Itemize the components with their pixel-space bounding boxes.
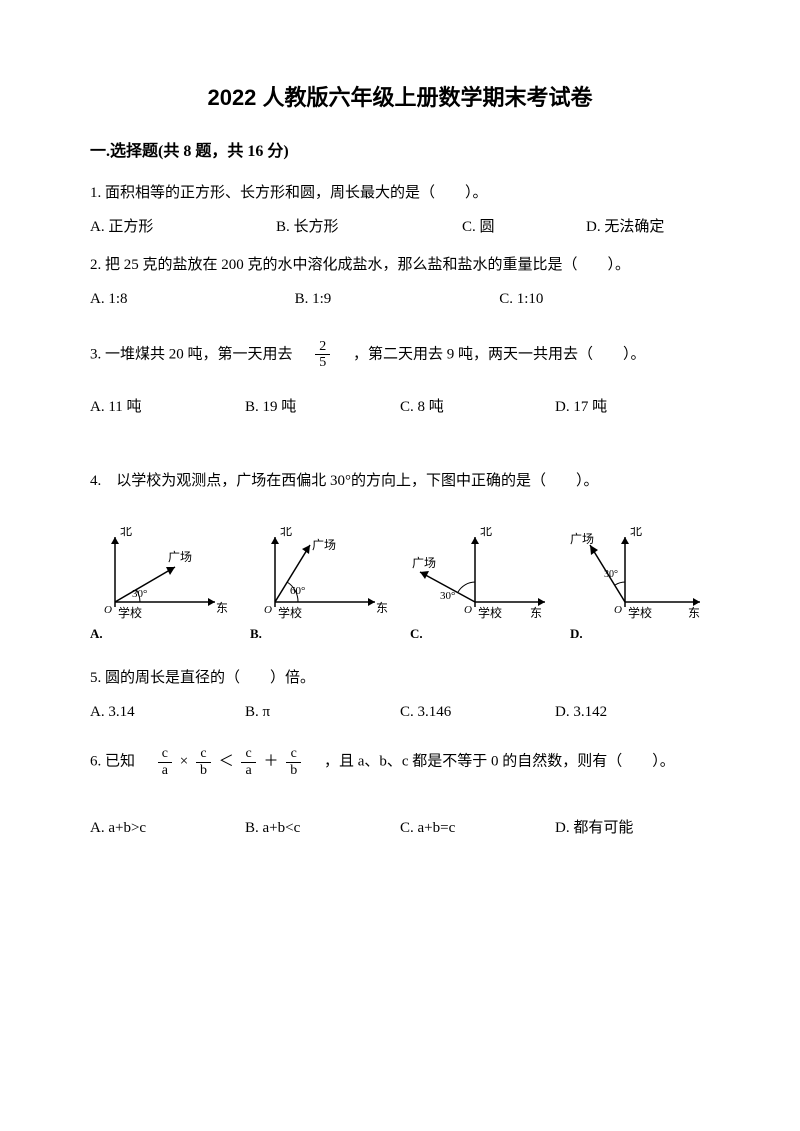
east-label: 东	[216, 601, 228, 615]
east-label: 东	[530, 606, 542, 620]
o-label: O	[104, 604, 112, 616]
q6-opt-a: A. a+b>c	[90, 816, 245, 840]
f-den: a	[158, 763, 172, 778]
q4-diagram-d: 北 学校 O 广场 30° 东 D.	[570, 527, 710, 645]
f-num: c	[286, 746, 301, 762]
q4-label-d: D.	[570, 624, 710, 645]
question-6: 6. 已知 c a × c b ＜ c a ＋ c b ，且 a、b、c 都是不…	[90, 746, 710, 840]
question-4: 4. 以学校为观测点，广场在西偏北 30°的方向上，下图中正确的是（ ）。 北 …	[90, 469, 710, 645]
question-2: 2. 把 25 克的盐放在 200 克的水中溶化成盐水，那么盐和盐水的重量比是（…	[90, 253, 710, 311]
north-label: 北	[480, 527, 492, 538]
f-num: c	[196, 746, 211, 762]
east-label: 东	[376, 601, 388, 615]
q3-frac-num: 2	[315, 339, 330, 355]
angle-label: 30°	[440, 590, 455, 602]
north-label: 北	[630, 527, 642, 538]
angle-label: 30°	[132, 588, 147, 600]
q6-opt-d: D. 都有可能	[555, 816, 710, 840]
q3-fraction: 2 5	[315, 339, 330, 371]
question-5: 5. 圆的周长是直径的（ ）倍。 A. 3.14 B. π C. 3.146 D…	[90, 666, 710, 724]
o-label: O	[464, 604, 472, 616]
o-label: O	[614, 604, 622, 616]
q4-diagram-b: 北 东 O 学校 广场 60° B.	[250, 527, 390, 645]
f-den: b	[196, 763, 211, 778]
q6-frac4: c b	[286, 746, 301, 778]
q4-diagram-a: 北 东 O 学校 广场 30° A.	[90, 527, 230, 645]
q6-frac1: c a	[158, 746, 172, 778]
q6-frac3: c a	[241, 746, 255, 778]
q5-text: 5. 圆的周长是直径的（ ）倍。	[90, 666, 710, 690]
q2-options: A. 1:8 B. 1:9 C. 1:10	[90, 287, 710, 311]
square-label: 广场	[570, 532, 594, 546]
square-label: 广场	[312, 538, 336, 552]
plus-sign: ＋	[263, 754, 278, 770]
f-num: c	[158, 746, 172, 762]
q3-opt-c: C. 8 吨	[400, 395, 555, 419]
q4-label-b: B.	[250, 624, 390, 645]
section-header: 一.选择题(共 8 题，共 16 分)	[90, 139, 710, 165]
q1-options: A. 正方形 B. 长方形 C. 圆 D. 无法确定	[90, 215, 710, 239]
q4-text: 4. 以学校为观测点，广场在西偏北 30°的方向上，下图中正确的是（ ）。	[90, 469, 710, 493]
angle-label: 60°	[290, 585, 305, 597]
q2-opt-a: A. 1:8	[90, 287, 295, 311]
q6-mid: ，且 a、b、c 都是不等于 0 的自然数，则有（ ）。	[309, 754, 675, 770]
q1-opt-c: C. 圆	[462, 215, 586, 239]
q6-options: A. a+b>c B. a+b<c C. a+b=c D. 都有可能	[90, 816, 710, 840]
q3-pre: 3. 一堆煤共 20 吨，第一天用去	[90, 346, 308, 362]
lt-sign: ＜	[219, 754, 234, 770]
f-den: b	[286, 763, 301, 778]
q3-opt-d: D. 17 吨	[555, 395, 710, 419]
north-label: 北	[120, 527, 132, 538]
q6-opt-b: B. a+b<c	[245, 816, 400, 840]
f-den: a	[241, 763, 255, 778]
q1-opt-a: A. 正方形	[90, 215, 276, 239]
q1-text: 1. 面积相等的正方形、长方形和圆，周长最大的是（ ）。	[90, 181, 710, 205]
q3-frac-den: 5	[315, 355, 330, 370]
times-sign: ×	[180, 754, 188, 770]
q1-opt-d: D. 无法确定	[586, 215, 710, 239]
q5-options: A. 3.14 B. π C. 3.146 D. 3.142	[90, 700, 710, 724]
east-label: 东	[688, 606, 700, 620]
q6-opt-c: C. a+b=c	[400, 816, 555, 840]
angle-label: 30°	[604, 569, 618, 580]
q4-label-a: A.	[90, 624, 230, 645]
north-label: 北	[280, 527, 292, 538]
q5-opt-c: C. 3.146	[400, 700, 555, 724]
q2-opt-b: B. 1:9	[295, 287, 500, 311]
exam-title: 2022 人教版六年级上册数学期末考试卷	[90, 80, 710, 115]
square-label: 广场	[412, 556, 436, 570]
f-num: c	[241, 746, 255, 762]
q3-post: ，第二天用去 9 吨，两天一共用去（ ）。	[338, 346, 646, 362]
q2-opt-c: C. 1:10	[499, 287, 704, 311]
q3-options: A. 11 吨 B. 19 吨 C. 8 吨 D. 17 吨	[90, 395, 710, 419]
q5-opt-a: A. 3.14	[90, 700, 245, 724]
q4-diagrams: 北 东 O 学校 广场 30° A. 北 东 O 学校	[90, 527, 710, 645]
q3-text: 3. 一堆煤共 20 吨，第一天用去 2 5 ，第二天用去 9 吨，两天一共用去…	[90, 339, 710, 371]
q3-opt-a: A. 11 吨	[90, 395, 245, 419]
question-3: 3. 一堆煤共 20 吨，第一天用去 2 5 ，第二天用去 9 吨，两天一共用去…	[90, 339, 710, 419]
q6-frac2: c b	[196, 746, 211, 778]
school-label: 学校	[478, 605, 502, 620]
q5-opt-d: D. 3.142	[555, 700, 710, 724]
question-1: 1. 面积相等的正方形、长方形和圆，周长最大的是（ ）。 A. 正方形 B. 长…	[90, 181, 710, 239]
school-label: 学校	[628, 605, 652, 620]
school-label: 学校	[118, 605, 142, 620]
o-label: O	[264, 604, 272, 616]
q1-opt-b: B. 长方形	[276, 215, 462, 239]
q5-opt-b: B. π	[245, 700, 400, 724]
square-label: 广场	[168, 550, 192, 564]
school-label: 学校	[278, 605, 302, 620]
q6-pre: 6. 已知	[90, 754, 150, 770]
q2-text: 2. 把 25 克的盐放在 200 克的水中溶化成盐水，那么盐和盐水的重量比是（…	[90, 253, 710, 277]
q4-diagram-c: 北 学校 O 广场 30° 东 C.	[410, 527, 550, 645]
q6-text: 6. 已知 c a × c b ＜ c a ＋ c b ，且 a、b、c 都是不…	[90, 746, 710, 778]
q4-label-c: C.	[410, 624, 550, 645]
q3-opt-b: B. 19 吨	[245, 395, 400, 419]
